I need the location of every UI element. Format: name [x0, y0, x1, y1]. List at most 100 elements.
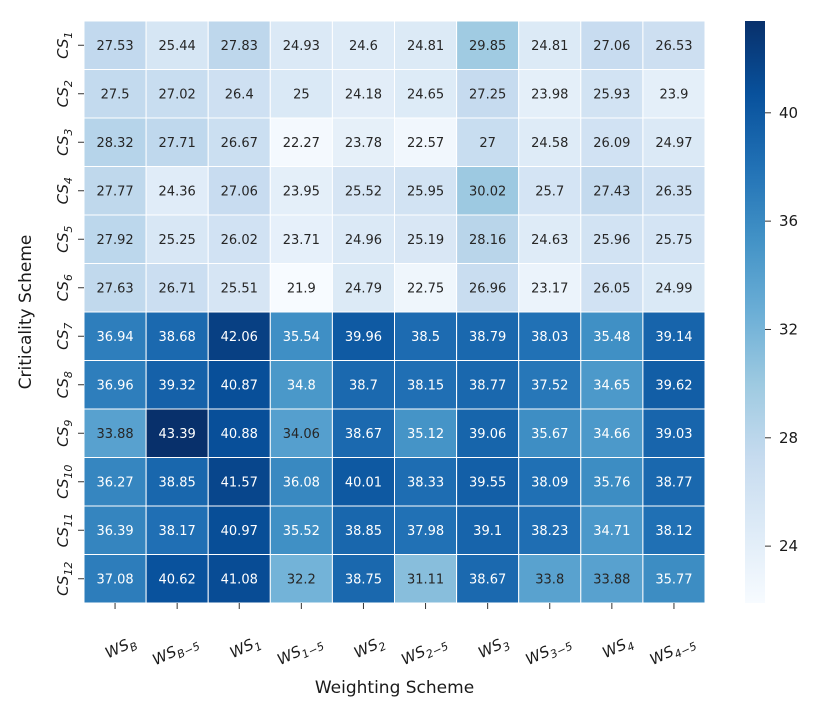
y-tick-label: CS7: [54, 323, 75, 350]
cell-value-label: 24.81: [531, 39, 568, 54]
heatmap-cell: [580, 166, 644, 216]
cell-value-label: 24.93: [283, 39, 320, 54]
heatmap-cell: [394, 263, 458, 313]
cell-value-label: 36.27: [96, 475, 133, 490]
cell-value-label: 23.78: [345, 136, 382, 151]
heatmap-cell: [394, 311, 458, 361]
colorbar-tick-label: 36: [779, 212, 798, 230]
heatmap-cell: [642, 214, 706, 264]
heatmap-cell: [456, 214, 520, 264]
heatmap-cell: [642, 69, 706, 119]
cell-value-label: 23.95: [283, 184, 320, 199]
heatmap-cell: [269, 69, 333, 119]
cell-value-label: 39.03: [655, 427, 692, 442]
heatmap-cell: [642, 554, 706, 604]
heatmap-cell: [642, 457, 706, 507]
cell-value-label: 34.65: [593, 378, 630, 393]
cell-value-label: 27.43: [593, 184, 630, 199]
cell-value-label: 33.88: [593, 572, 630, 587]
colorbar-tick-label: 32: [779, 320, 798, 338]
cell-value-label: 27.5: [101, 87, 130, 102]
x-axis-ticks: WSB WSB−5 WS1 WS1−5 WS2 WS2−5 WS3 WS3−5 WS4 WS4−5: [102, 603, 699, 671]
heatmap-cell: [269, 408, 333, 458]
cell-value-label: 27.63: [96, 281, 133, 296]
cell-value-label: 28.16: [469, 233, 506, 248]
cell-value-label: 40.97: [221, 524, 258, 539]
heatmap-cell: [518, 20, 582, 70]
cell-value-label: 39.14: [655, 330, 692, 345]
y-tick-label: CS1: [54, 32, 75, 59]
cell-value-label: 25.96: [593, 233, 630, 248]
colorbar-gradient: [745, 21, 765, 603]
heatmap-cell: [518, 408, 582, 458]
cell-value-label: 26.53: [655, 39, 692, 54]
cell-value-label: 36.94: [96, 330, 133, 345]
cell-value-label: 29.85: [469, 39, 506, 54]
cell-value-label: 38.77: [655, 475, 692, 490]
heatmap-cell: [145, 360, 209, 410]
heatmap-cell: [145, 505, 209, 555]
cell-value-label: 24.65: [407, 87, 444, 102]
heatmap-cell: [580, 263, 644, 313]
cell-value-label: 32.2: [287, 572, 316, 587]
cell-value-label: 35.67: [531, 427, 568, 442]
cell-value-label: 25.19: [407, 233, 444, 248]
cell-value-label: 27.02: [159, 87, 196, 102]
cell-value-label: 38.75: [345, 572, 382, 587]
heatmap-cell: [145, 69, 209, 119]
heatmap-cell: [83, 117, 147, 167]
cell-value-label: 40.87: [221, 378, 258, 393]
cell-value-label: 37.52: [531, 378, 568, 393]
cell-value-label: 34.71: [593, 524, 630, 539]
x-tick-label: WS2−5: [399, 632, 451, 671]
cell-value-label: 26.02: [221, 233, 258, 248]
heatmap-cell: [145, 408, 209, 458]
cell-value-label: 25.52: [345, 184, 382, 199]
heatmap-cell: [642, 166, 706, 216]
cell-value-label: 26.67: [221, 136, 258, 151]
cell-value-label: 38.09: [531, 475, 568, 490]
x-tick-label: WS4−5: [647, 632, 699, 671]
cell-value-label: 28.32: [96, 136, 133, 151]
colorbar-tick-label: 28: [779, 429, 798, 447]
heatmap-cell: [456, 311, 520, 361]
cell-value-label: 30.02: [469, 184, 506, 199]
heatmap-cell: [331, 214, 395, 264]
cell-value-label: 38.67: [469, 572, 506, 587]
cell-value-label: 24.6: [349, 39, 378, 54]
y-axis-title: Criticality Scheme: [16, 235, 36, 390]
cell-value-label: 25.44: [159, 39, 196, 54]
cell-value-label: 38.79: [469, 330, 506, 345]
heatmap-cell: [269, 311, 333, 361]
cell-value-label: 26.4: [225, 87, 254, 102]
heatmap-cell: [394, 69, 458, 119]
y-tick-label: CS9: [54, 420, 75, 447]
heatmap-cell: [207, 263, 271, 313]
heatmap-cell: [331, 554, 395, 604]
cell-value-label: 23.71: [283, 233, 320, 248]
y-axis-ticks: CS1 CS2 CS3 CS4 CS5 CS6 CS7 CS8 CS9 CS10 CS11 CS12: [54, 32, 84, 596]
cell-value-label: 39.06: [469, 427, 506, 442]
heatmap-cell: [207, 505, 271, 555]
cell-value-label: 39.96: [345, 330, 382, 345]
x-axis-title: Weighting Scheme: [315, 678, 474, 698]
colorbar: 24 28 32 36 40: [745, 21, 798, 603]
heatmap-cell: [83, 20, 147, 70]
cell-value-label: 26.05: [593, 281, 630, 296]
heatmap-cell-labels: 27.53 25.44 27.83 24.93 24.6 24.81 29.85 24.81 2…: [96, 39, 692, 588]
cell-value-label: 22.57: [407, 136, 444, 151]
cell-value-label: 25.7: [535, 184, 564, 199]
cell-value-label: 39.1: [473, 524, 502, 539]
heatmap-cell: [83, 457, 147, 507]
cell-value-label: 43.39: [159, 427, 196, 442]
heatmap-cell: [207, 408, 271, 458]
heatmap-cell: [331, 408, 395, 458]
heatmap-cell: [518, 69, 582, 119]
x-tick-label: WSB−5: [150, 632, 202, 671]
x-tick-label: WSB: [102, 632, 140, 665]
cell-value-label: 24.36: [159, 184, 196, 199]
heatmap-cell: [83, 311, 147, 361]
heatmap-cell: [456, 457, 520, 507]
heatmap-cell: [145, 117, 209, 167]
cell-value-label: 34.06: [283, 427, 320, 442]
